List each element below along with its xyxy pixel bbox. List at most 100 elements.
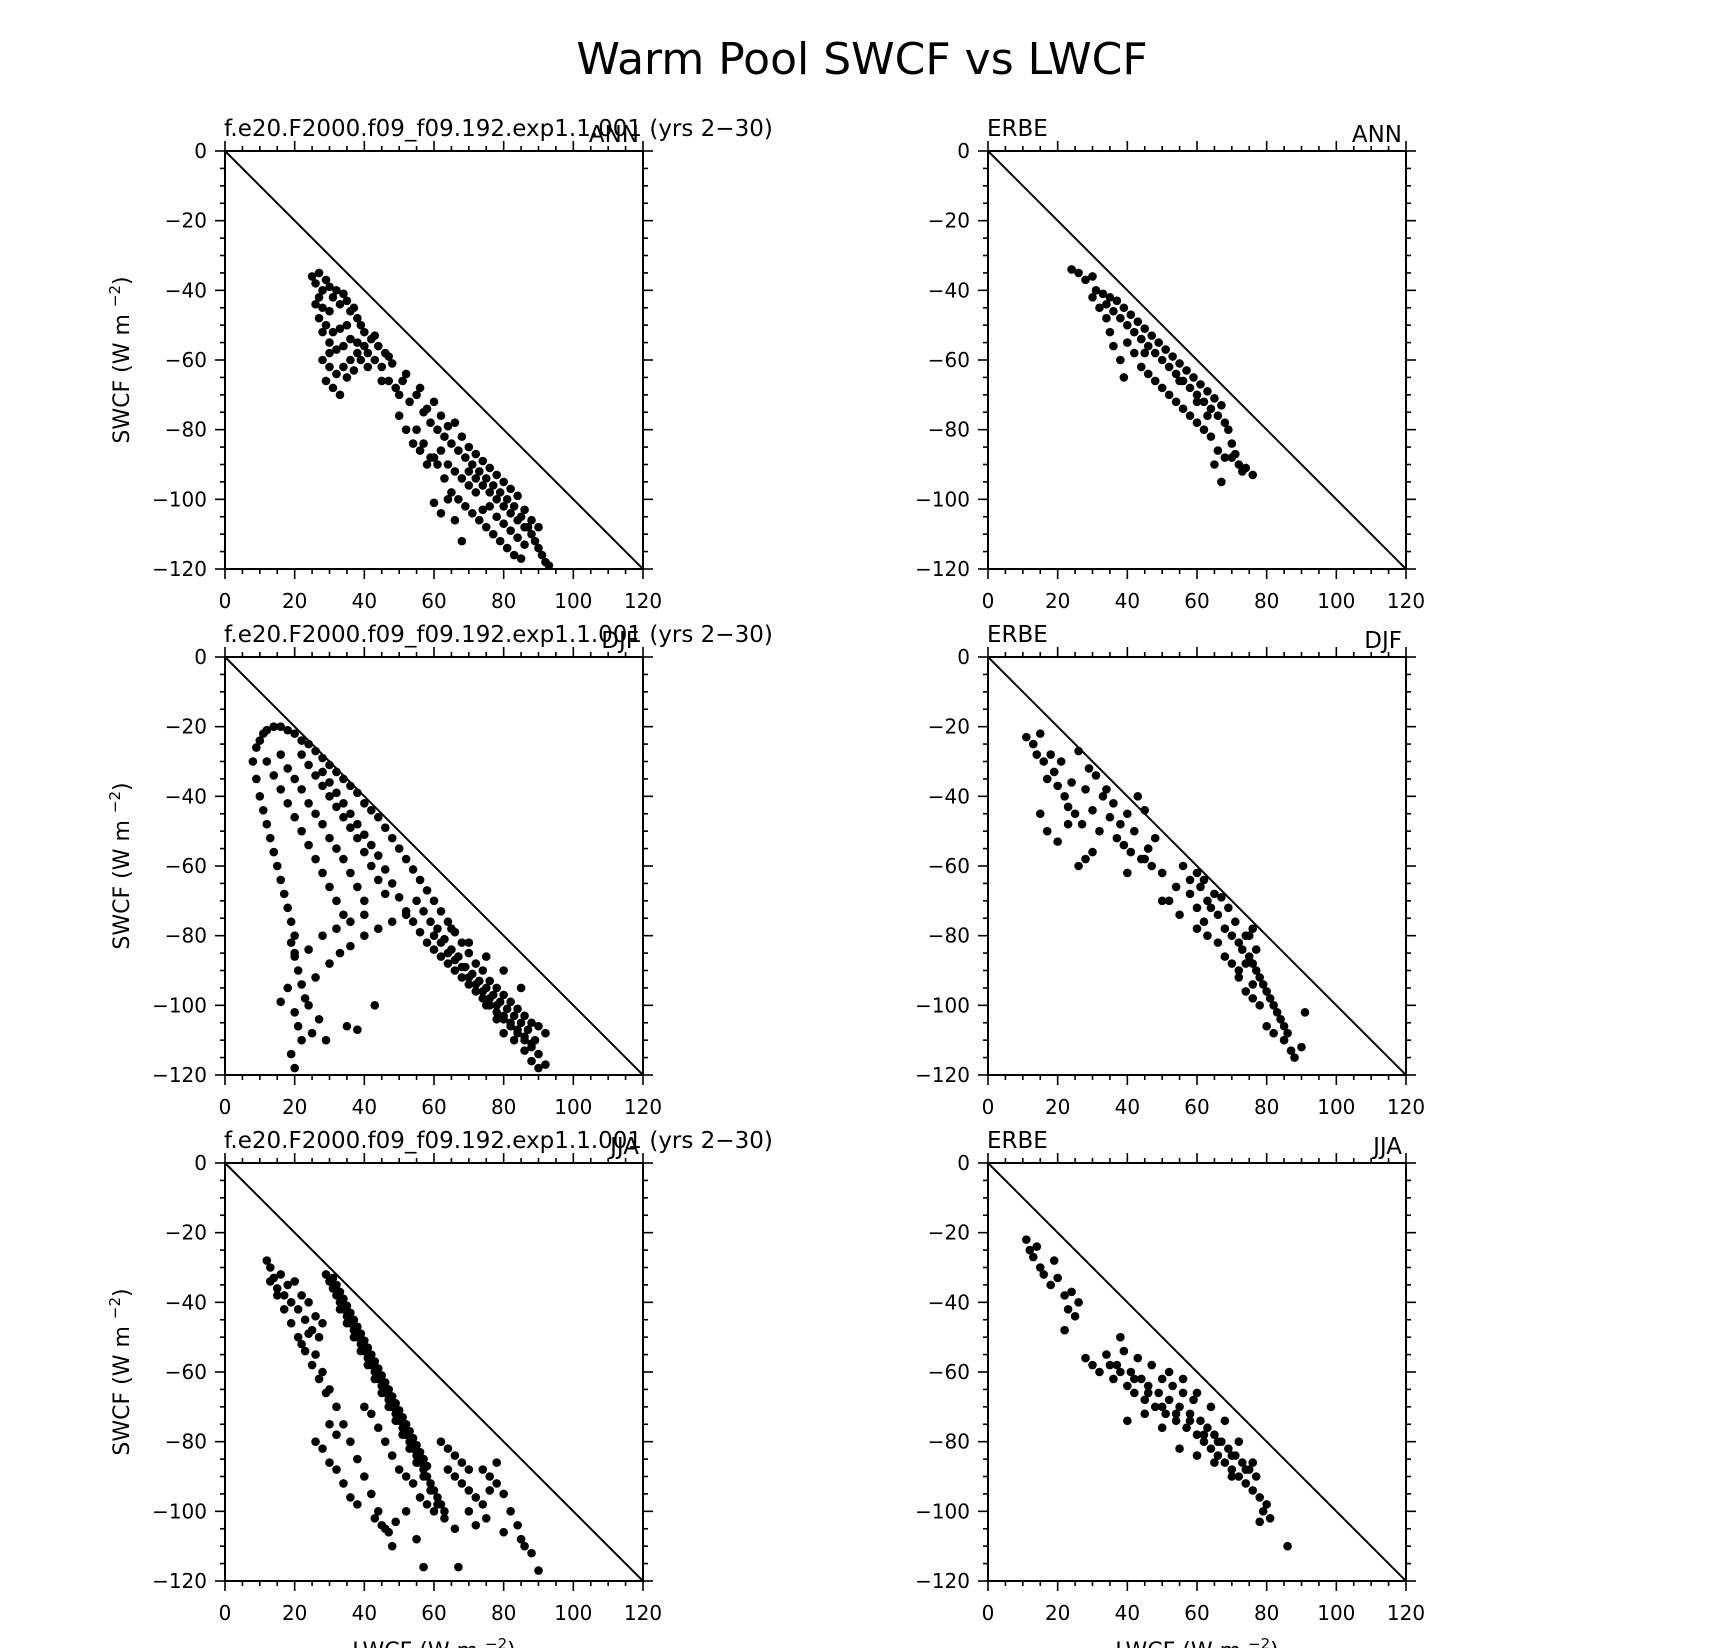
data-point bbox=[1272, 1008, 1282, 1017]
data-point bbox=[1168, 352, 1177, 361]
data-point bbox=[436, 952, 446, 961]
data-point bbox=[265, 1277, 275, 1286]
data-point bbox=[1028, 1252, 1038, 1262]
data-point bbox=[1091, 771, 1101, 780]
data-point bbox=[506, 526, 515, 535]
data-point bbox=[373, 1423, 383, 1433]
data-point bbox=[304, 760, 313, 770]
data-point bbox=[1234, 973, 1244, 982]
data-point bbox=[499, 1011, 508, 1021]
data-point bbox=[429, 931, 439, 940]
data-point bbox=[394, 411, 404, 421]
data-point bbox=[360, 327, 369, 337]
data-point bbox=[339, 1479, 348, 1488]
data-point bbox=[464, 1507, 474, 1516]
data-point bbox=[1164, 362, 1174, 372]
data-point bbox=[1206, 432, 1216, 441]
data-point bbox=[349, 1315, 359, 1325]
data-point bbox=[1227, 1465, 1237, 1474]
data-point bbox=[1046, 1280, 1055, 1290]
data-point bbox=[527, 515, 536, 525]
data-point bbox=[1049, 1256, 1059, 1265]
data-point bbox=[262, 757, 272, 766]
data-point bbox=[356, 320, 366, 330]
data-point bbox=[1042, 774, 1052, 784]
data-point bbox=[1220, 1416, 1230, 1426]
data-point bbox=[391, 1517, 400, 1527]
y-tick-label: 0 bbox=[194, 645, 207, 669]
data-point bbox=[1032, 750, 1042, 759]
data-point bbox=[380, 823, 390, 832]
data-point bbox=[1105, 327, 1115, 337]
data-point bbox=[367, 840, 376, 850]
data-point bbox=[314, 268, 324, 278]
data-point bbox=[1168, 1381, 1177, 1391]
data-point bbox=[332, 767, 341, 777]
data-point bbox=[471, 449, 481, 459]
data-point bbox=[520, 522, 529, 532]
data-point bbox=[1143, 341, 1153, 351]
data-point bbox=[1213, 411, 1223, 421]
data-point bbox=[1171, 882, 1181, 892]
data-point bbox=[499, 519, 508, 529]
data-point bbox=[1206, 404, 1216, 414]
data-point bbox=[443, 421, 453, 431]
data-point bbox=[269, 771, 279, 780]
data-point bbox=[1171, 1416, 1181, 1426]
y-tick-label: −60 bbox=[165, 854, 207, 878]
data-point bbox=[332, 802, 341, 812]
data-point bbox=[384, 1527, 394, 1537]
data-point bbox=[419, 1472, 428, 1481]
data-point bbox=[485, 1472, 495, 1481]
data-point bbox=[1109, 1374, 1118, 1384]
data-point bbox=[481, 952, 491, 961]
data-point bbox=[1171, 369, 1181, 379]
data-point bbox=[1136, 1374, 1146, 1384]
data-point bbox=[346, 809, 355, 819]
data-point bbox=[1112, 1360, 1122, 1370]
data-point bbox=[377, 1388, 387, 1398]
data-point bbox=[1192, 397, 1202, 407]
data-point bbox=[1234, 966, 1244, 975]
data-point bbox=[286, 1318, 296, 1328]
data-point bbox=[436, 1437, 446, 1446]
data-point bbox=[1279, 1021, 1289, 1031]
data-point bbox=[363, 348, 373, 358]
data-point bbox=[1074, 268, 1083, 278]
data-point bbox=[1095, 1367, 1104, 1377]
x-tick-label: 80 bbox=[491, 1601, 516, 1625]
data-point bbox=[527, 1018, 536, 1028]
data-point bbox=[1237, 945, 1247, 954]
data-point bbox=[353, 1025, 362, 1035]
x-tick-label: 60 bbox=[1184, 1601, 1209, 1625]
scatter-points bbox=[248, 722, 550, 1073]
data-point bbox=[342, 296, 352, 306]
data-point bbox=[353, 348, 362, 358]
data-point bbox=[426, 917, 435, 927]
y-axis-title: SWCF (W m −2) bbox=[106, 782, 135, 949]
x-tick-label: 100 bbox=[554, 1095, 592, 1119]
data-point bbox=[311, 1437, 320, 1446]
panel-title-left: f.e20.F2000.f09_f09.192.exp1.1.001 (yrs … bbox=[224, 1128, 773, 1154]
data-point bbox=[513, 491, 522, 501]
data-point bbox=[1262, 1500, 1271, 1509]
data-point bbox=[412, 1458, 421, 1467]
data-point bbox=[290, 812, 299, 822]
data-point bbox=[1133, 317, 1143, 326]
data-point bbox=[1123, 868, 1132, 878]
data-point bbox=[325, 1458, 334, 1467]
data-point bbox=[481, 1514, 491, 1523]
data-point bbox=[314, 1332, 324, 1342]
data-point bbox=[1164, 390, 1174, 400]
data-point bbox=[520, 505, 529, 515]
data-point bbox=[1053, 781, 1062, 791]
data-point bbox=[1102, 785, 1111, 794]
data-point bbox=[279, 1305, 289, 1314]
data-point bbox=[464, 1486, 474, 1495]
data-point bbox=[433, 460, 442, 469]
data-point bbox=[255, 792, 265, 801]
data-point bbox=[1063, 1305, 1073, 1314]
panel-title-left: f.e20.F2000.f09_f09.192.exp1.1.001 (yrs … bbox=[224, 622, 773, 648]
data-point bbox=[398, 1412, 407, 1422]
data-point bbox=[367, 1409, 376, 1419]
